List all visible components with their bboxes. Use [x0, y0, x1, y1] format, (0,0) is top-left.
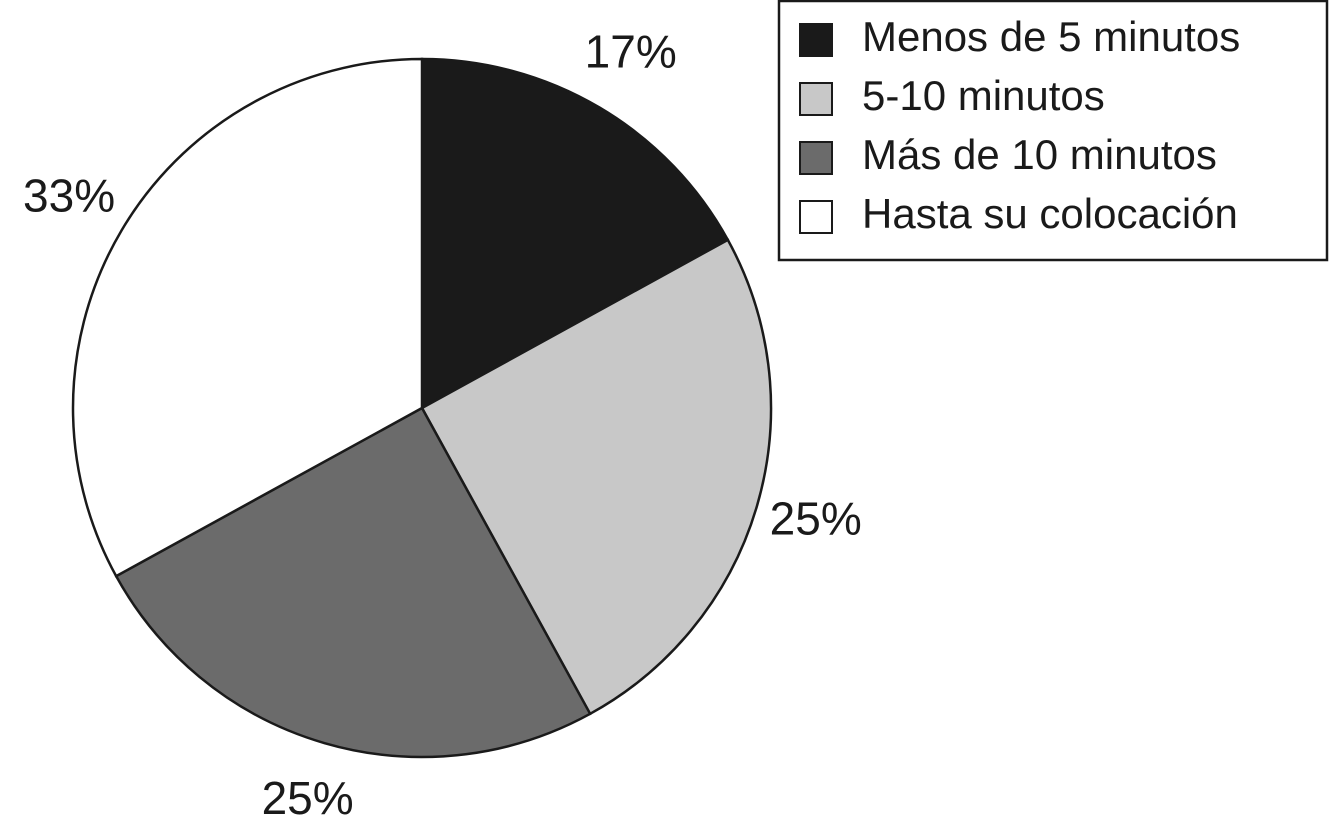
pie-slice: [420, 57, 730, 411]
data-label: 33%: [23, 169, 115, 221]
legend-swatch: [799, 141, 833, 175]
legend-label: 5-10 minutos: [862, 72, 1105, 119]
legend-label: Más de 10 minutos: [862, 131, 1217, 178]
pie-slice: [114, 406, 592, 759]
legend-swatch: [799, 23, 833, 57]
pie-slice: [71, 57, 424, 578]
legend-swatch: [799, 82, 833, 116]
pie-slice: [420, 238, 773, 716]
data-label: 17%: [585, 25, 677, 77]
legend-label: Menos de 5 minutos: [862, 13, 1240, 60]
data-label: 25%: [770, 493, 862, 545]
legend-box: [777, 0, 1329, 262]
legend-swatch: [799, 200, 833, 234]
legend-label: Hasta su colocación: [862, 190, 1238, 237]
data-label: 25%: [262, 772, 354, 824]
